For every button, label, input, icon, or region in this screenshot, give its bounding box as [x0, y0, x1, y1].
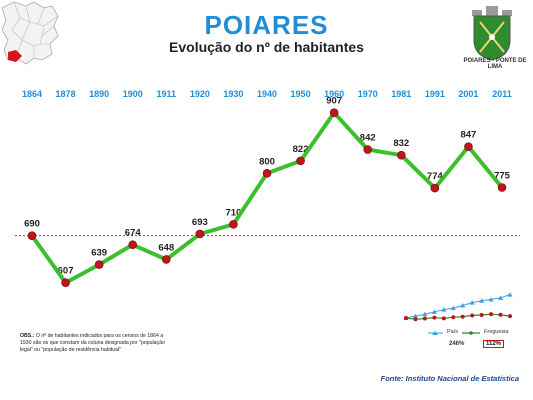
inset-freguesia-point-6 — [460, 314, 465, 319]
pct-freguesia: 112% — [483, 340, 505, 348]
footnote-label: OBS.: — [20, 333, 35, 339]
inset-freguesia-point-2 — [422, 316, 427, 321]
year-label-1878: 1878 — [56, 89, 76, 99]
year-label-2001: 2001 — [458, 89, 478, 99]
value-label-1930: 710 — [225, 207, 241, 218]
parish-highlight — [8, 50, 22, 62]
year-label-1930: 1930 — [223, 89, 243, 99]
value-label-1864: 690 — [24, 219, 40, 230]
year-label-1981: 1981 — [391, 89, 411, 99]
data-point-1991 — [430, 183, 440, 193]
coat-of-arms — [472, 6, 512, 61]
data-point-1930 — [229, 220, 238, 229]
data-point-1878 — [61, 278, 70, 288]
value-label-1920: 693 — [192, 217, 208, 228]
year-label-1890: 1890 — [89, 89, 109, 99]
source-note: Fonte: Instituto Nacional de Estatística — [380, 374, 519, 383]
legend-freguesia-marker — [469, 331, 473, 335]
page-title: POIARES — [204, 10, 329, 40]
data-point-1911 — [161, 255, 171, 264]
chart-subtitle: Evolução do nº de habitantes — [169, 39, 364, 55]
inset-pais-point-2 — [422, 311, 428, 317]
inset-freguesia-point-8 — [479, 312, 484, 317]
inset-pais-point-9 — [488, 296, 494, 302]
year-label-1911: 1911 — [157, 89, 177, 99]
inset-freguesia-point-5 — [451, 315, 456, 320]
year-label-1940: 1940 — [257, 89, 277, 99]
value-label-1970: 842 — [360, 133, 376, 144]
parish-map — [1, 1, 59, 65]
inset-freguesia-point-1 — [413, 317, 418, 322]
year-label-1900: 1900 — [123, 89, 143, 99]
value-label-2001: 847 — [460, 130, 476, 141]
inset-freguesia-point-3 — [432, 315, 437, 320]
value-label-1878: 607 — [58, 266, 74, 277]
inset-freguesia-point-0 — [404, 316, 408, 320]
data-point-2011 — [497, 183, 507, 192]
data-point-1940 — [262, 169, 272, 178]
value-label-1981: 832 — [393, 138, 409, 149]
data-point-1950 — [296, 156, 305, 166]
data-point-1864 — [27, 231, 37, 240]
inset-pais-point-8 — [479, 298, 485, 303]
inset-pais-point-10 — [498, 295, 504, 300]
inset-freguesia-point-4 — [441, 316, 446, 321]
data-point-2001 — [464, 142, 473, 151]
data-point-1890 — [94, 260, 104, 269]
inset-pais-point-4 — [441, 307, 447, 312]
crest-label: POIARES - PONTE DE LIMA — [463, 58, 527, 70]
inset-pais-point-11 — [507, 292, 513, 297]
value-label-1940: 800 — [259, 156, 275, 167]
data-point-1960 — [329, 108, 339, 117]
value-label-1890: 639 — [91, 248, 107, 259]
year-label-1991: 1991 — [425, 89, 445, 99]
value-label-2011: 775 — [494, 171, 511, 182]
inset-legend — [428, 331, 480, 335]
legend-pais-label: País — [447, 329, 459, 335]
footnote: OBS.: O nº de habitantes indicados para … — [20, 333, 170, 354]
inset-pais-point-6 — [460, 303, 466, 308]
data-point-1981 — [396, 150, 406, 160]
year-label-1950: 1950 — [291, 89, 311, 99]
year-label-1960: 1960 — [324, 89, 344, 99]
pct-pais: 246% — [449, 341, 465, 347]
inset-freguesia-point-9 — [489, 312, 494, 317]
inset-freguesia-point-10 — [498, 312, 503, 317]
inset-freguesia-point-7 — [470, 313, 475, 318]
year-label-1864: 1864 — [22, 89, 42, 99]
year-label-1920: 1920 — [190, 89, 210, 99]
inset-pais-point-3 — [431, 309, 437, 314]
value-label-1991: 774 — [427, 171, 444, 182]
inset-pais-point-1 — [412, 313, 418, 319]
value-label-1950: 822 — [293, 144, 309, 155]
inset-pais-point-5 — [450, 305, 456, 311]
footnote-text: O nº de habitantes indicados para os cen… — [20, 333, 165, 353]
year-label-2011: 2011 — [492, 89, 512, 99]
value-label-1911: 648 — [158, 242, 174, 253]
legend-pais-marker — [432, 331, 438, 335]
data-point-1920 — [195, 229, 205, 239]
data-point-1970 — [363, 145, 373, 154]
inset-pais-point-7 — [469, 300, 475, 305]
data-point-1900 — [128, 240, 138, 250]
inset-freguesia-point-11 — [508, 314, 512, 319]
value-label-1900: 674 — [125, 228, 142, 239]
legend-freguesia-label: Freguesia — [484, 329, 509, 335]
year-label-1970: 1970 — [358, 89, 378, 99]
value-label-1960: 907 — [326, 96, 342, 107]
